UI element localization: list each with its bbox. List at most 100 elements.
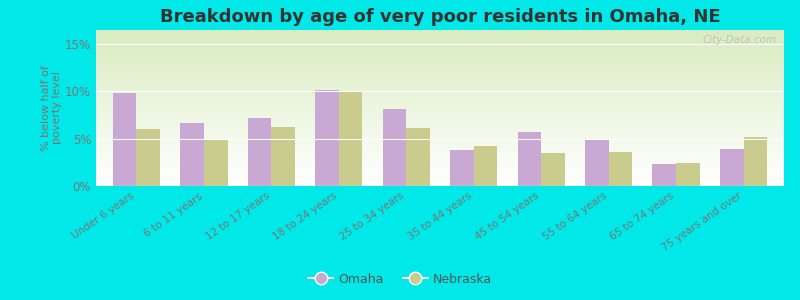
Bar — [96, 185, 784, 186]
Bar — [96, 77, 784, 78]
Bar — [96, 63, 784, 64]
Bar — [609, 152, 632, 186]
Bar — [653, 164, 676, 186]
Bar — [248, 118, 271, 186]
Bar — [585, 139, 609, 186]
Bar — [96, 154, 784, 155]
Bar — [96, 37, 784, 38]
Bar — [96, 104, 784, 105]
Bar — [96, 31, 784, 32]
Bar — [96, 35, 784, 36]
Bar — [96, 55, 784, 56]
Bar — [96, 60, 784, 61]
Bar — [96, 131, 784, 132]
Bar — [96, 71, 784, 72]
Bar — [96, 69, 784, 70]
Bar — [96, 58, 784, 59]
Y-axis label: % below half of
poverty level: % below half of poverty level — [41, 65, 62, 151]
Bar — [96, 108, 784, 109]
Bar — [518, 132, 541, 186]
Bar — [339, 92, 362, 186]
Bar — [96, 102, 784, 103]
Bar — [96, 153, 784, 154]
Bar — [96, 136, 784, 137]
Bar — [450, 150, 474, 186]
Bar — [96, 150, 784, 151]
Bar — [96, 106, 784, 107]
Bar — [96, 64, 784, 65]
Bar — [96, 79, 784, 80]
Bar — [96, 73, 784, 74]
Bar — [96, 78, 784, 79]
Bar — [96, 30, 784, 31]
Bar — [96, 115, 784, 116]
Bar — [96, 87, 784, 88]
Bar — [96, 85, 784, 86]
Bar — [96, 107, 784, 108]
Bar — [96, 137, 784, 138]
Bar — [96, 180, 784, 181]
Bar — [96, 127, 784, 128]
Bar — [96, 38, 784, 39]
Bar — [96, 113, 784, 114]
Bar — [96, 68, 784, 69]
Bar — [96, 161, 784, 162]
Bar — [96, 57, 784, 58]
Bar — [96, 138, 784, 139]
Bar — [96, 177, 784, 178]
Bar — [96, 167, 784, 168]
Bar — [406, 128, 430, 186]
Bar — [96, 110, 784, 111]
Bar — [96, 176, 784, 177]
Bar — [96, 164, 784, 165]
Bar — [96, 32, 784, 33]
Bar — [96, 36, 784, 37]
Bar — [96, 155, 784, 156]
Bar — [96, 70, 784, 71]
Bar — [96, 40, 784, 41]
Bar — [382, 110, 406, 186]
Bar — [96, 47, 784, 48]
Bar — [96, 100, 784, 101]
Bar — [96, 39, 784, 40]
Bar — [96, 52, 784, 53]
Bar — [96, 66, 784, 67]
Bar — [96, 173, 784, 174]
Bar — [96, 179, 784, 180]
Bar — [96, 152, 784, 153]
Bar — [96, 146, 784, 147]
Bar — [96, 174, 784, 175]
Bar — [96, 165, 784, 166]
Bar — [96, 181, 784, 182]
Bar — [96, 170, 784, 171]
Bar — [96, 169, 784, 170]
Bar — [96, 129, 784, 130]
Bar — [96, 105, 784, 106]
Bar — [96, 83, 784, 84]
Bar — [96, 103, 784, 104]
Bar — [96, 74, 784, 75]
Bar — [96, 56, 784, 57]
Bar — [96, 84, 784, 85]
Bar — [96, 178, 784, 179]
Bar — [96, 184, 784, 185]
Bar — [96, 182, 784, 183]
Bar — [96, 93, 784, 94]
Bar — [96, 53, 784, 54]
Bar — [96, 111, 784, 112]
Bar — [96, 89, 784, 90]
Bar — [96, 142, 784, 143]
Bar — [96, 95, 784, 96]
Bar — [113, 93, 137, 186]
Bar — [96, 148, 784, 149]
Bar — [96, 117, 784, 118]
Bar — [96, 151, 784, 152]
Bar — [96, 65, 784, 66]
Bar — [96, 112, 784, 113]
Bar — [96, 134, 784, 135]
Bar — [96, 82, 784, 83]
Bar — [96, 97, 784, 98]
Bar — [96, 141, 784, 142]
Bar — [96, 175, 784, 176]
Bar — [96, 139, 784, 140]
